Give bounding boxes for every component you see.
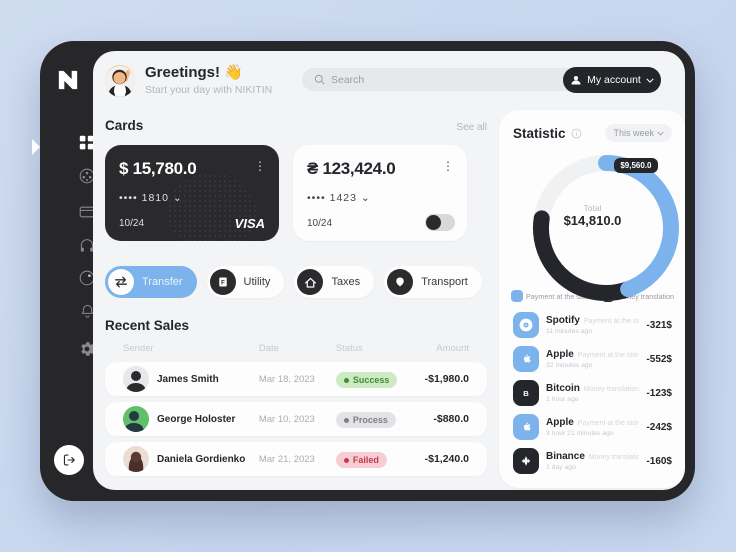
- svg-text:B: B: [523, 389, 529, 398]
- svg-text:F: F: [221, 280, 225, 286]
